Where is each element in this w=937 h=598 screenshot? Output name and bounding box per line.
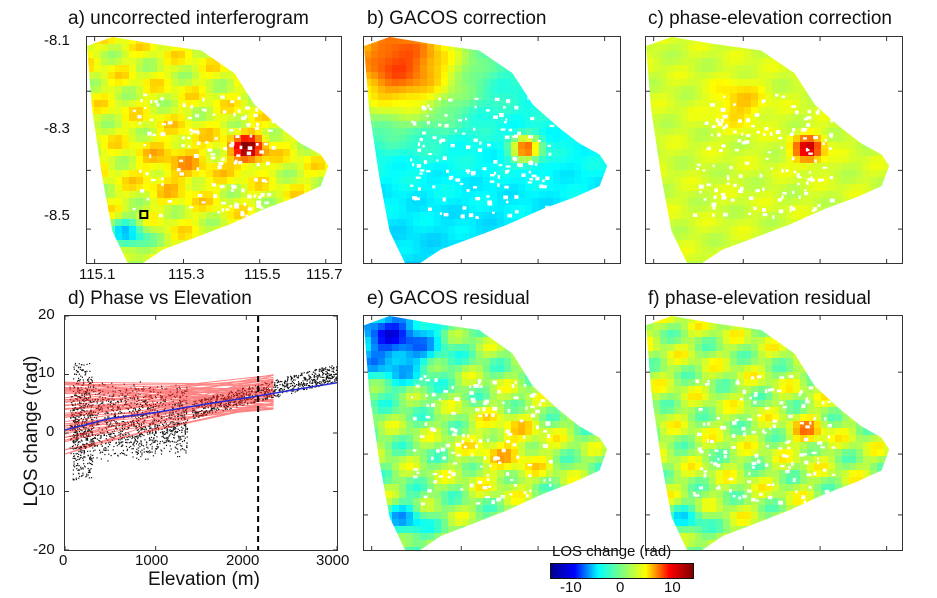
colorbar-tick-label: 0 [616, 579, 625, 596]
colorbar-title: LOS change (rad) [552, 543, 672, 560]
y-axis-label: LOS change (rad) [21, 355, 42, 507]
y-tick-label: -20 [33, 541, 55, 558]
lon-tick-label: 115.7 [306, 266, 343, 283]
panel-e-title: e) GACOS residual [367, 288, 530, 309]
map-panel-e [363, 315, 621, 551]
panel-c-title: c) phase-elevation correction [648, 8, 892, 29]
deformation-map [646, 316, 902, 550]
deformation-map [364, 316, 620, 550]
colorbar-tick-label: 10 [664, 579, 681, 596]
y-tick-label: 0 [46, 423, 55, 440]
lat-tick-label: -8.3 [44, 120, 70, 137]
panel-a-title: a) uncorrected interferogram [68, 8, 309, 29]
y-tick-label: -10 [33, 482, 55, 499]
map-panel-f [645, 315, 903, 551]
x-tick-label: 0 [59, 552, 68, 569]
scatter-plot [65, 316, 337, 550]
panel-f-title: f) phase-elevation residual [648, 288, 871, 309]
map-panel-a [86, 36, 342, 264]
y-tick-label: 10 [38, 364, 55, 381]
lat-tick-label: -8.1 [44, 32, 70, 49]
colorbar-tick-label: -10 [560, 579, 582, 596]
lon-tick-label: 115.3 [168, 266, 205, 283]
reference-point-marker [139, 210, 149, 220]
colorbar [550, 563, 694, 579]
map-panel-b [363, 36, 621, 264]
x-axis-label: Elevation (m) [148, 569, 260, 590]
scatter-plot-panel [64, 315, 338, 551]
model-lines [65, 374, 274, 455]
x-tick-label: 3000 [316, 552, 350, 569]
y-tick-label: 20 [38, 306, 55, 323]
x-tick-label: 2000 [226, 552, 260, 569]
trend-line [65, 381, 337, 431]
lon-tick-label: 115.5 [244, 266, 281, 283]
deformation-map [646, 37, 902, 263]
deformation-map [87, 37, 341, 263]
lon-tick-label: 115.1 [79, 266, 116, 283]
map-panel-c [645, 36, 903, 264]
panel-b-title: b) GACOS correction [367, 8, 547, 29]
lat-tick-label: -8.5 [44, 207, 70, 224]
deformation-map [364, 37, 620, 263]
x-tick-label: 1000 [135, 552, 169, 569]
panel-d-title: d) Phase vs Elevation [68, 288, 252, 309]
